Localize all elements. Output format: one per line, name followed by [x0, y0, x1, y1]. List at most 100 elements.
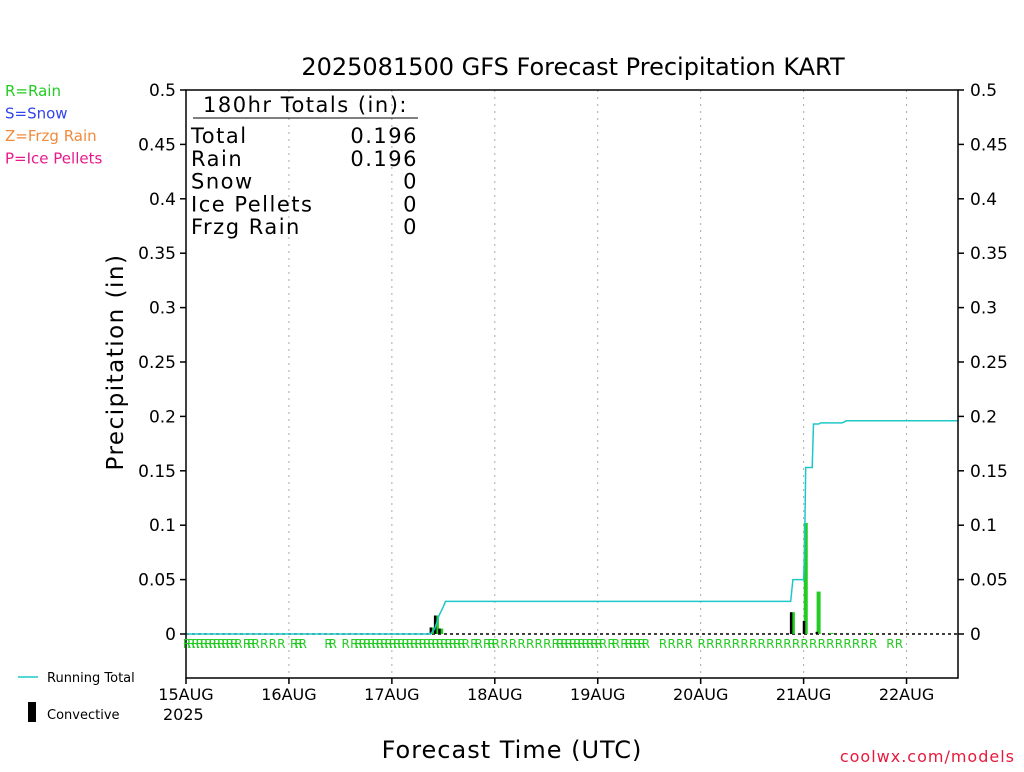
precip-type-mark: R [449, 637, 457, 651]
precip-type-mark: R [474, 637, 482, 651]
totals-row-label: Total [190, 124, 248, 148]
y-tick-label-right: 0 [970, 625, 981, 645]
plot-border [185, 89, 959, 679]
precip-type-mark: R [432, 637, 440, 651]
precip-type-mark: R [509, 637, 517, 651]
totals-row-label: Snow [191, 170, 254, 194]
y-tick-label-left: 0.4 [149, 190, 176, 210]
bars [429, 523, 873, 634]
axes: 0 00.05 0.050.1 0.10.15 0.150.2 0.20.25 0.250.… [138, 81, 1008, 704]
y-tick-label-left: 0.05 [138, 571, 176, 591]
precip-type-mark: R [586, 637, 594, 651]
precip-type-mark: R [577, 637, 585, 651]
precip-type-mark: R [766, 637, 774, 651]
precip-type-mark: R [706, 637, 714, 651]
y-tick-label-right: 0.05 [970, 571, 1008, 591]
precip-type-mark: R [444, 637, 452, 651]
precip-type-mark: R [843, 637, 851, 651]
precip-type-mark: R [809, 637, 817, 651]
precip-type-mark: R [556, 637, 564, 651]
convective-bar [438, 628, 441, 634]
convective-bar [433, 615, 437, 634]
precip-type-mark: R [783, 637, 791, 651]
precip-type-mark: R [517, 637, 525, 651]
precip-type-mark: R [590, 637, 598, 651]
precip-type-mark: R [500, 637, 508, 651]
rain-bar [439, 628, 444, 634]
y-axis-label: Precipitation (in) [103, 254, 129, 471]
y-tick-label-left: 0.45 [138, 135, 176, 155]
legend-type-label: S=Snow [5, 105, 68, 123]
precip-type-mark: R [294, 637, 302, 651]
running-total-line [186, 420, 958, 635]
precip-type-mark: R [869, 637, 877, 651]
precip-type-mark: R [299, 637, 307, 651]
rain-bar [829, 632, 834, 634]
precip-type-mark: R [196, 637, 204, 651]
totals-row-value: 0 [403, 170, 418, 194]
y-tick-label-left: 0.2 [149, 407, 176, 427]
x-tick-label: 21AUG [776, 685, 831, 704]
legend-type-label: P=Ice Pellets [5, 150, 102, 168]
y-tick-label-left: 0.5 [149, 81, 176, 101]
precip-type-mark: R [852, 637, 860, 651]
precip-type-mark: R [826, 637, 834, 651]
x-tick-label: 19AUG [570, 685, 625, 704]
legend-convective-swatch [28, 702, 36, 722]
legend-convective-label: Convective [47, 708, 120, 723]
precip-type-mark: R [582, 637, 590, 651]
precip-type-mark: R [414, 637, 422, 651]
rain-bar [816, 591, 821, 634]
precip-type-mark: R [740, 637, 748, 651]
precip-type-mark: R [895, 637, 903, 651]
precip-type-mark: R [470, 637, 478, 651]
precip-type-mark: R [620, 637, 628, 651]
totals-row-value: 0 [403, 192, 418, 216]
convective-bar [815, 631, 819, 634]
convective-bar [802, 620, 806, 634]
y-tick-label-right: 0.4 [970, 190, 997, 210]
precip-type-mark: R [835, 637, 843, 651]
precip-type-mark: R [565, 637, 573, 651]
precip-type-mark: R [599, 637, 607, 651]
y-tick-label-right: 0.15 [970, 462, 1008, 482]
y-tick-label-right: 0.3 [970, 299, 997, 319]
y-tick-label-right: 0.2 [970, 407, 997, 427]
precip-type-mark: R [732, 637, 740, 651]
precip-type-mark: R [629, 637, 637, 651]
totals-row-value: 0.196 [350, 147, 418, 171]
precip-type-mark: R [792, 637, 800, 651]
precip-type-mark: R [213, 637, 221, 651]
precip-type-mark: R [723, 637, 731, 651]
precip-type-mark: R [243, 637, 251, 651]
x-tick-label: 18AUG [467, 685, 522, 704]
precip-type-mark: R [324, 637, 332, 651]
precip-type-mark: R [221, 637, 229, 651]
totals-row-label: Frzg Rain [191, 215, 301, 239]
precip-type-mark: R [436, 637, 444, 651]
precip-type-mark: R [350, 637, 358, 651]
x-tick-label: 15AUG [158, 685, 213, 704]
precip-type-mark: R [487, 637, 495, 651]
precip-type-mark: R [393, 637, 401, 651]
precip-type-mark: R [573, 637, 581, 651]
y-tick-label-right: 0.45 [970, 135, 1008, 155]
y-tick-label-left: 0.35 [138, 244, 176, 264]
precip-type-mark: R [595, 637, 603, 651]
y-tick-label-left: 0 [165, 625, 176, 645]
totals-row-value: 0.196 [350, 124, 418, 148]
precip-type-mark: R [191, 637, 199, 651]
precip-type-mark: R [612, 637, 620, 651]
precip-type-mark: R [234, 637, 242, 651]
precip-type-mark: R [329, 637, 337, 651]
totals-row-label: Ice Pellets [191, 192, 313, 216]
legend-type-label: R=Rain [5, 82, 61, 100]
precip-type-mark: R [625, 637, 633, 651]
rain-bar [868, 632, 873, 634]
grid [186, 90, 958, 678]
precip-type-mark: R [667, 637, 675, 651]
precip-type-mark: R [535, 637, 543, 651]
y-tick-label-right: 0.5 [970, 81, 997, 101]
